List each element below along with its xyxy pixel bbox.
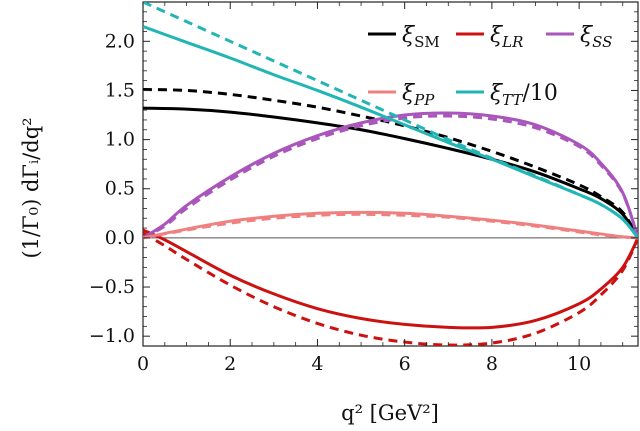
legend-item-ss: ξSS <box>546 23 612 51</box>
x-tick-label: 8 <box>486 353 498 375</box>
series-group <box>143 2 638 346</box>
series-line-lr-dashed <box>143 231 638 346</box>
plot-area-border <box>142 1 639 347</box>
series-line-tt-10 <box>143 25 638 239</box>
series-line-sm <box>143 106 638 239</box>
series-line-ss-dashed <box>143 114 638 240</box>
x-axis-title: q² [GeV²] <box>341 401 439 425</box>
tick-group: 0 2 4 6 8 10 −1.0 −0.5 0.0 0.5 1.0 1.5 2.0 <box>89 2 638 375</box>
series-line-lr <box>143 228 638 330</box>
series-line-tt-10-dashed <box>143 2 638 239</box>
series-line-pp-dashed <box>143 212 638 240</box>
plot-frame <box>142 1 639 347</box>
legend-label: ξSS <box>580 23 612 51</box>
series-line-sm-dashed <box>143 87 638 239</box>
y-tick-label: 1.5 <box>105 79 135 101</box>
y-tick-label: 0.0 <box>105 227 135 249</box>
y-tick-label: −1.0 <box>89 325 135 347</box>
y-tick-label: 0.5 <box>105 178 135 200</box>
x-tick-label: 2 <box>224 353 236 375</box>
legend-label: ξPP <box>402 81 435 109</box>
legend-item-sm: ξSM <box>368 23 440 51</box>
series-line-ss <box>143 111 638 240</box>
x-tick-label: 10 <box>567 353 591 375</box>
y-tick-label: 2.0 <box>105 30 135 52</box>
legend-label: ξLR <box>490 23 523 51</box>
legend-item-lr: ξLR <box>456 23 523 51</box>
x-axis-title-text: q² [GeV²] <box>341 401 439 425</box>
y-axis-title-text: (1/Γ₀) dΓᵢ/dq² <box>19 117 43 258</box>
legend-label: ξTT/10 <box>490 81 558 109</box>
legend-label: ξSM <box>402 23 440 51</box>
x-tick-label: 6 <box>399 353 411 375</box>
legend-item-pp: ξPP <box>368 81 435 109</box>
y-axis-title: (1/Γ₀) dΓᵢ/dq² <box>19 117 43 258</box>
y-tick-label: −0.5 <box>89 276 135 298</box>
y-tick-label: 1.0 <box>105 129 135 151</box>
x-tick-label: 0 <box>137 353 149 375</box>
legend-item-tt: ξTT/10 <box>456 81 558 109</box>
legend: ξSM ξLR ξSS ξPP ξTT/10 <box>368 23 612 109</box>
x-tick-label: 4 <box>311 353 323 375</box>
